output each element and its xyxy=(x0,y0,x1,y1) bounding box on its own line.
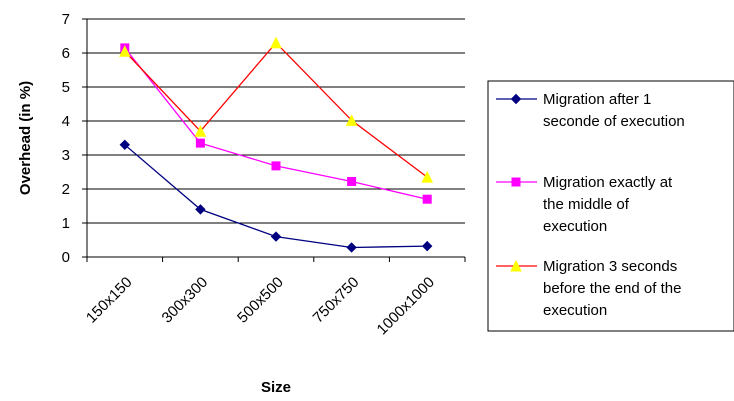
data-point xyxy=(346,242,357,253)
data-point xyxy=(270,36,282,49)
series-line xyxy=(124,47,428,200)
data-point xyxy=(271,161,281,171)
series-2 xyxy=(120,43,432,204)
x-tick-labels: 150x150 300x300 500x500 750x750 1000x1000 xyxy=(83,274,438,339)
y-tick-label: 7 xyxy=(62,11,70,28)
legend-label: seconde of execution xyxy=(543,113,685,130)
legend-label: before the end of the xyxy=(543,280,681,297)
data-point xyxy=(421,240,433,252)
x-tick-label: 500x500 xyxy=(234,274,287,327)
legend-item-3: Migration 3 seconds before the end of the… xyxy=(496,258,681,319)
data-point xyxy=(270,231,282,242)
series-3 xyxy=(118,36,434,183)
data-point xyxy=(195,204,206,215)
x-tick-label: 300x300 xyxy=(159,274,212,327)
legend-label: the middle of xyxy=(543,196,630,213)
legend-label: Migration after 1 xyxy=(543,91,651,108)
y-tick-label: 0 xyxy=(62,249,70,266)
legend-box xyxy=(487,80,734,332)
legend-label: execution xyxy=(543,218,607,235)
legend-label: Migration exactly at xyxy=(543,174,673,191)
y-tick-label: 6 xyxy=(62,45,70,62)
legend-label: Migration 3 seconds xyxy=(543,258,677,275)
data-point xyxy=(347,177,357,187)
y-tick-label: 4 xyxy=(62,113,70,130)
data-point xyxy=(421,170,434,183)
x-tick-label: 750x750 xyxy=(310,274,363,327)
y-tick-label: 1 xyxy=(62,215,70,232)
data-point xyxy=(345,114,358,126)
y-tick-label: 2 xyxy=(62,181,70,198)
y-tick-label: 5 xyxy=(62,79,70,96)
axes xyxy=(82,18,466,262)
legend-label: execution xyxy=(543,302,607,319)
series-line xyxy=(124,41,428,178)
data-point xyxy=(510,259,522,272)
data-point xyxy=(511,177,521,187)
series-1 xyxy=(119,139,433,253)
legend-item-1: Migration after 1 seconde of execution xyxy=(496,91,685,130)
data-point xyxy=(195,138,205,148)
data-point xyxy=(422,194,432,204)
y-axis-title: Overhead (in %) xyxy=(17,81,34,195)
legend-item-2: Migration exactly at the middle of executi… xyxy=(496,174,673,235)
x-axis-title: Size xyxy=(261,379,291,396)
data-point xyxy=(119,139,131,151)
y-tick-label: 3 xyxy=(62,147,70,164)
y-tick-labels: 0 1 2 3 4 5 6 7 xyxy=(62,11,70,266)
x-tick-label: 1000x1000 xyxy=(374,274,439,339)
x-tick-label: 150x150 xyxy=(83,274,136,327)
data-point xyxy=(118,45,131,57)
series-group xyxy=(118,36,434,253)
data-point xyxy=(194,125,207,137)
data-point xyxy=(510,93,522,105)
gridlines xyxy=(87,18,465,224)
